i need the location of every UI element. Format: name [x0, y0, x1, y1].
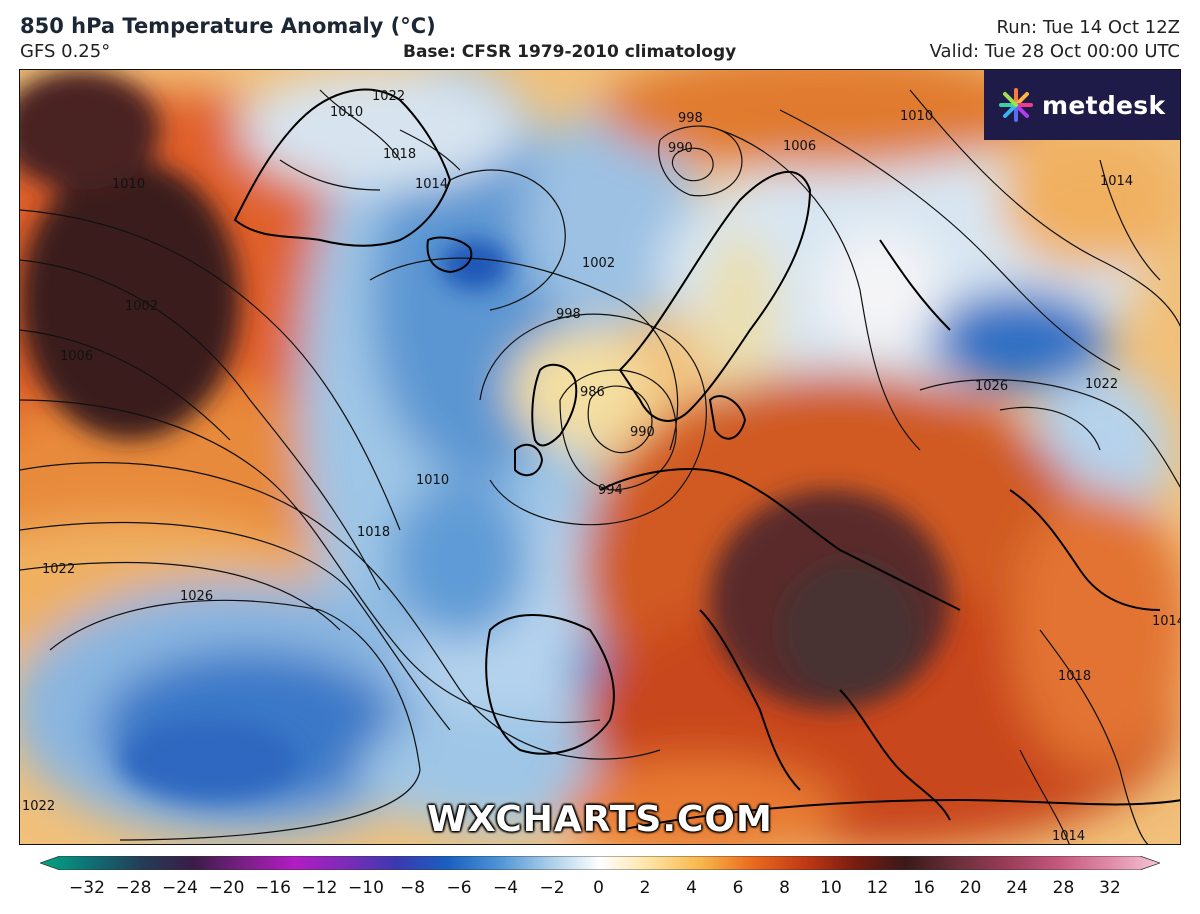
isobar-label: 1014 — [1100, 174, 1133, 189]
color-scale-tick: 24 — [1006, 878, 1028, 898]
isobar-label: 1026 — [180, 589, 213, 604]
anomaly-map[interactable]: 1010 1022 1018 1014 1010 1002 1006 998 9… — [20, 70, 1181, 845]
isobar-label: 1022 — [1085, 377, 1118, 392]
color-scale-tick: 10 — [820, 878, 842, 898]
valid-time: Valid: Tue 28 Oct 00:00 UTC — [929, 41, 1180, 62]
isobar-label: 994 — [598, 483, 623, 498]
color-scale-tick: −24 — [162, 878, 198, 898]
color-scale-tick: 20 — [959, 878, 982, 898]
isobar-label: 1022 — [372, 89, 405, 104]
color-scale-tick: 32 — [1099, 878, 1121, 898]
color-scale-labels: −32 −28 −24 −20 −16 −12 −10 −8 −6 −4 −2 0 2 4 6 8 10 12 16… — [0, 878, 1200, 902]
isobar-label: 1026 — [975, 379, 1008, 394]
isobar-label: 1014 — [415, 177, 448, 192]
isobar-label: 1010 — [900, 109, 933, 124]
isobar-label: 998 — [556, 307, 581, 322]
temperature-field — [20, 70, 1180, 844]
isobar-label: 1014 — [1052, 829, 1085, 844]
isobar-lines — [20, 89, 1180, 844]
isobar-label: 1006 — [60, 349, 93, 364]
color-scale-tick: 8 — [779, 878, 790, 898]
base-climatology: Base: CFSR 1979-2010 climatology — [403, 42, 737, 62]
color-scale-tick: −2 — [539, 878, 565, 898]
pinwheel-icon — [999, 88, 1033, 122]
color-scale-tick: 2 — [639, 878, 651, 898]
color-scale-tick: 0 — [593, 878, 604, 898]
color-scale-tick: −4 — [492, 878, 519, 898]
isobar-label: 1022 — [22, 799, 55, 814]
isobar-label: 990 — [668, 141, 693, 156]
isobar-label: 1018 — [383, 147, 416, 162]
color-scale-tick: −12 — [301, 878, 338, 898]
color-scale-tick: 12 — [866, 878, 889, 898]
color-scale-tick: 16 — [913, 878, 935, 898]
color-scale-tick: −32 — [69, 878, 105, 898]
color-scale-bar — [40, 856, 1160, 870]
metdesk-logo: metdesk — [984, 70, 1180, 140]
color-scale-tick: −10 — [348, 878, 384, 898]
isobar-label: 1018 — [357, 525, 390, 540]
run-time: Run: Tue 14 Oct 12Z — [996, 17, 1180, 38]
map-title: 850 hPa Temperature Anomaly (°C) — [20, 14, 436, 38]
map-frame[interactable]: 1010 1022 1018 1014 1010 1002 1006 998 9… — [19, 69, 1181, 845]
metdesk-logo-text: metdesk — [1042, 90, 1166, 120]
color-scale-tick: 28 — [1052, 878, 1075, 898]
color-scale-tick: −6 — [446, 878, 472, 898]
isobar-label: 998 — [678, 111, 703, 126]
isobar-label: 1002 — [125, 299, 158, 314]
model-name: GFS 0.25° — [20, 41, 111, 62]
isobar-label: 1010 — [112, 177, 145, 192]
isobar-label: 1018 — [1058, 669, 1091, 684]
isobar-label: 1002 — [582, 256, 615, 271]
color-scale-tick: 4 — [686, 878, 697, 898]
isobar-label: 1014 — [1152, 614, 1181, 629]
color-scale-tick: −8 — [399, 878, 426, 898]
color-scale-tick: −16 — [255, 878, 291, 898]
isobar-label: 990 — [630, 425, 655, 440]
color-scale-tick: 6 — [732, 878, 744, 898]
isobar-label: 1006 — [783, 139, 816, 154]
isobar-label: 1010 — [330, 105, 363, 120]
isobar-labels: 1010 1022 1018 1014 1010 1002 1006 998 9… — [22, 89, 1181, 844]
coastlines — [233, 88, 1180, 831]
color-scale-tick: −20 — [208, 878, 245, 898]
color-scale-tick: −28 — [115, 878, 152, 898]
isobar-label: 1022 — [42, 562, 75, 577]
isobar-label: 986 — [580, 385, 605, 400]
isobar-label: 1010 — [416, 473, 449, 488]
wxcharts-watermark: WXCHARTS.COM — [427, 799, 773, 840]
